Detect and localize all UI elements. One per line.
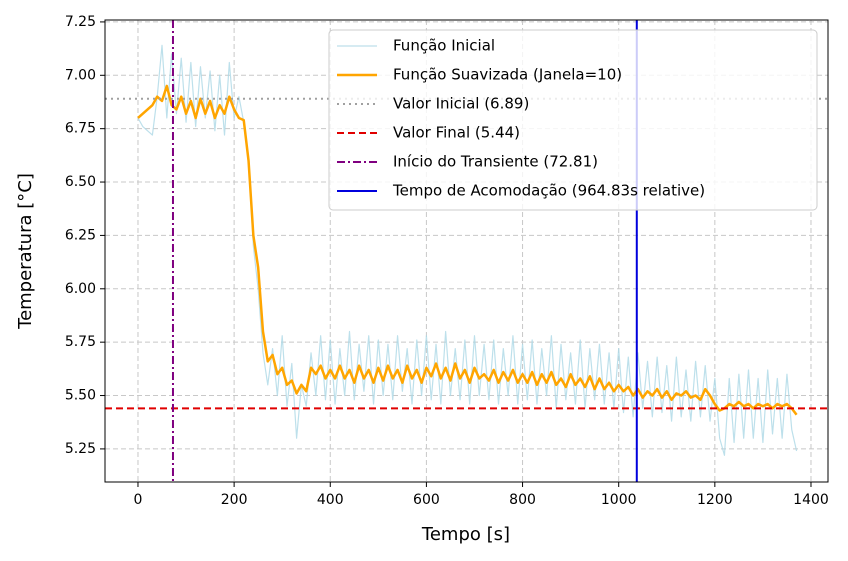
y-axis-label: Temperatura [°C]: [15, 173, 36, 330]
y-tick-label: 5.50: [65, 388, 96, 404]
y-tick-label: 5.25: [65, 441, 96, 457]
legend: Função Inicial Função Suavizada (Janela=1…: [328, 29, 818, 211]
y-tick-label: 6.00: [65, 281, 96, 297]
y-tick-label: 6.25: [65, 227, 96, 243]
x-tick-label: 400: [317, 492, 344, 508]
x-tick-label: 1400: [793, 492, 829, 508]
series-line: [137, 84, 798, 416]
legend-box: [328, 29, 818, 211]
x-axis-label: Tempo [s]: [421, 524, 510, 545]
y-tick-label: 5.75: [65, 334, 96, 350]
x-tick-label: 200: [221, 492, 248, 508]
legend-label: Início do Transiente (72.81): [393, 153, 598, 171]
legend-label: Valor Final (5.44): [393, 124, 520, 142]
y-tick-label: 6.75: [65, 121, 96, 137]
x-tick-label: 600: [413, 492, 440, 508]
plot-frame: [104, 19, 829, 483]
x-tick-label: 0: [134, 492, 143, 508]
legend-label: Valor Inicial (6.89): [393, 95, 529, 113]
legend-label: Função Suavizada (Janela=10): [393, 66, 622, 84]
legend-label: Tempo de Acomodação (964.83s relative): [392, 182, 705, 200]
x-tick-label: 1200: [697, 492, 733, 508]
y-tick-label: 6.50: [65, 174, 96, 190]
x-tick-label: 800: [509, 492, 536, 508]
x-tick-label: 1000: [601, 492, 637, 508]
y-tick-label: 7.25: [65, 14, 96, 30]
y-tick-label: 7.00: [65, 67, 96, 83]
legend-label: Função Inicial: [393, 37, 495, 55]
